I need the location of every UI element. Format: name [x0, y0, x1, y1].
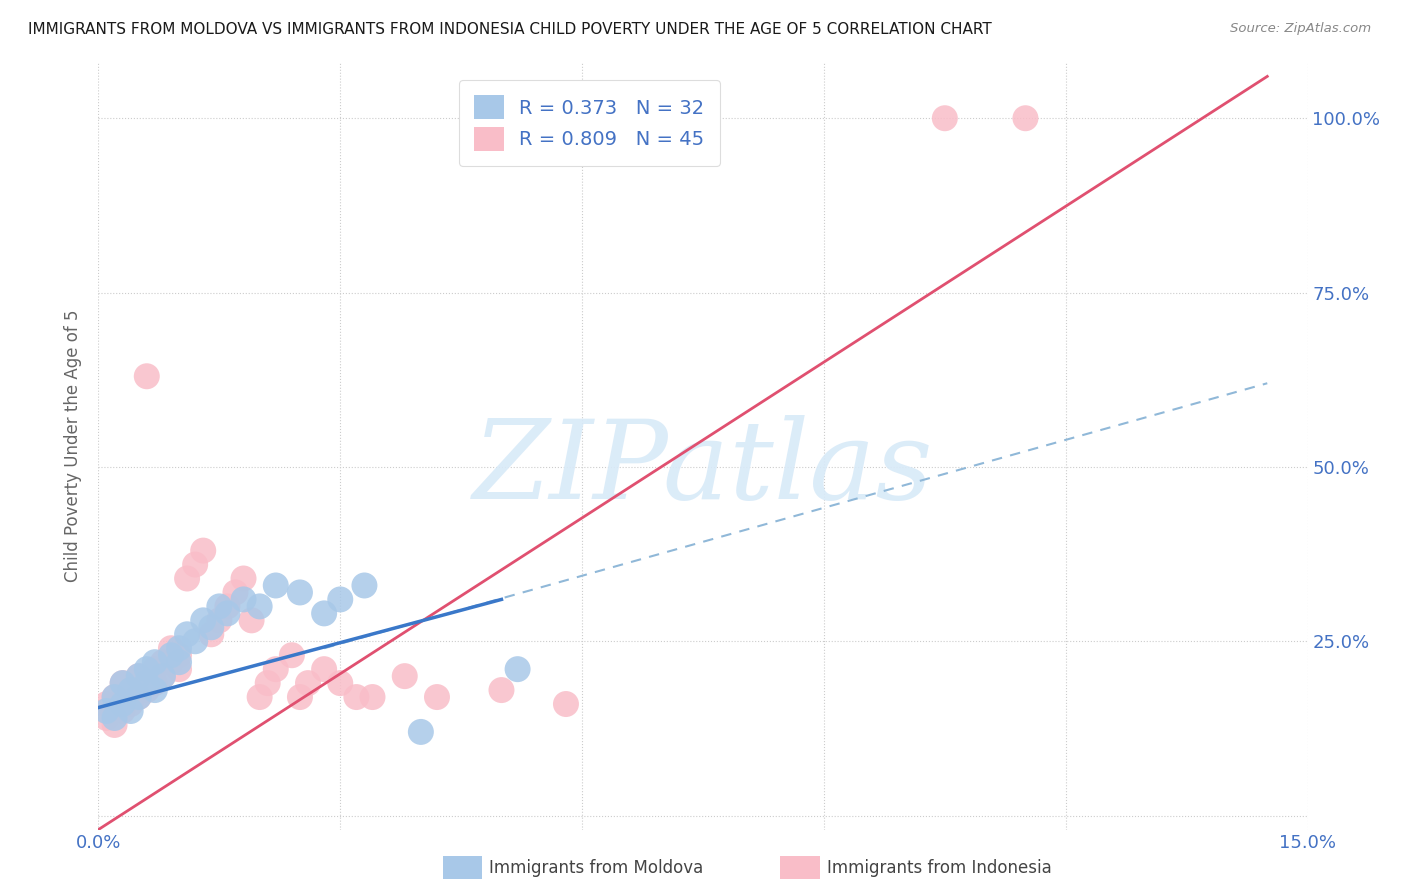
Text: Immigrants from Moldova: Immigrants from Moldova — [489, 859, 703, 877]
Point — [135, 662, 157, 676]
Point — [111, 676, 134, 690]
Point — [394, 669, 416, 683]
Point — [128, 690, 150, 704]
Point — [281, 648, 304, 663]
Point — [193, 543, 215, 558]
Point — [1014, 112, 1036, 126]
Point — [111, 676, 134, 690]
Point — [297, 676, 319, 690]
Point — [167, 662, 190, 676]
Point — [256, 676, 278, 690]
Point — [167, 648, 190, 663]
Point — [96, 697, 118, 711]
Point — [152, 669, 174, 683]
Point — [200, 627, 222, 641]
Point — [111, 704, 134, 718]
Point — [176, 627, 198, 641]
Text: Source: ZipAtlas.com: Source: ZipAtlas.com — [1230, 22, 1371, 36]
Point — [160, 655, 183, 669]
Point — [152, 655, 174, 669]
Point — [249, 599, 271, 614]
Point — [217, 599, 239, 614]
Point — [288, 690, 311, 704]
Point — [217, 607, 239, 621]
Point — [120, 704, 142, 718]
Point — [329, 592, 352, 607]
Point — [208, 599, 231, 614]
Point — [249, 690, 271, 704]
Legend: R = 0.373   N = 32, R = 0.809   N = 45: R = 0.373 N = 32, R = 0.809 N = 45 — [458, 79, 720, 166]
Point — [103, 711, 125, 725]
Point — [167, 641, 190, 656]
Point — [143, 662, 166, 676]
Point — [135, 369, 157, 384]
Point — [143, 683, 166, 698]
Point — [353, 578, 375, 592]
Point — [314, 607, 336, 621]
Point — [96, 704, 118, 718]
Point — [200, 620, 222, 634]
Point — [344, 690, 367, 704]
Point — [232, 592, 254, 607]
Point — [361, 690, 384, 704]
Point — [96, 711, 118, 725]
Text: IMMIGRANTS FROM MOLDOVA VS IMMIGRANTS FROM INDONESIA CHILD POVERTY UNDER THE AGE: IMMIGRANTS FROM MOLDOVA VS IMMIGRANTS FR… — [28, 22, 991, 37]
Point — [329, 676, 352, 690]
Text: Immigrants from Indonesia: Immigrants from Indonesia — [827, 859, 1052, 877]
Point — [160, 641, 183, 656]
Point — [240, 613, 263, 627]
Point — [128, 690, 150, 704]
Point — [426, 690, 449, 704]
Y-axis label: Child Poverty Under the Age of 5: Child Poverty Under the Age of 5 — [65, 310, 83, 582]
Point — [506, 662, 529, 676]
Text: ZIPatlas: ZIPatlas — [472, 416, 934, 523]
Point — [135, 683, 157, 698]
Point — [491, 683, 513, 698]
Point — [120, 683, 142, 698]
Point — [160, 648, 183, 663]
Point — [184, 558, 207, 572]
Point — [232, 572, 254, 586]
Point — [143, 655, 166, 669]
Point — [208, 613, 231, 627]
Point — [934, 112, 956, 126]
Point — [184, 634, 207, 648]
Point — [103, 690, 125, 704]
Point — [193, 613, 215, 627]
Point — [103, 690, 125, 704]
Point — [264, 662, 287, 676]
Point — [555, 697, 578, 711]
Point — [120, 683, 142, 698]
Point — [314, 662, 336, 676]
Point — [152, 669, 174, 683]
Point — [176, 572, 198, 586]
Point — [128, 669, 150, 683]
Point — [103, 718, 125, 732]
Point — [288, 585, 311, 599]
Point — [120, 697, 142, 711]
Point — [409, 725, 432, 739]
Point — [143, 676, 166, 690]
Point — [167, 655, 190, 669]
Point — [224, 585, 246, 599]
Point — [128, 669, 150, 683]
Point — [264, 578, 287, 592]
Point — [135, 676, 157, 690]
Point — [111, 697, 134, 711]
